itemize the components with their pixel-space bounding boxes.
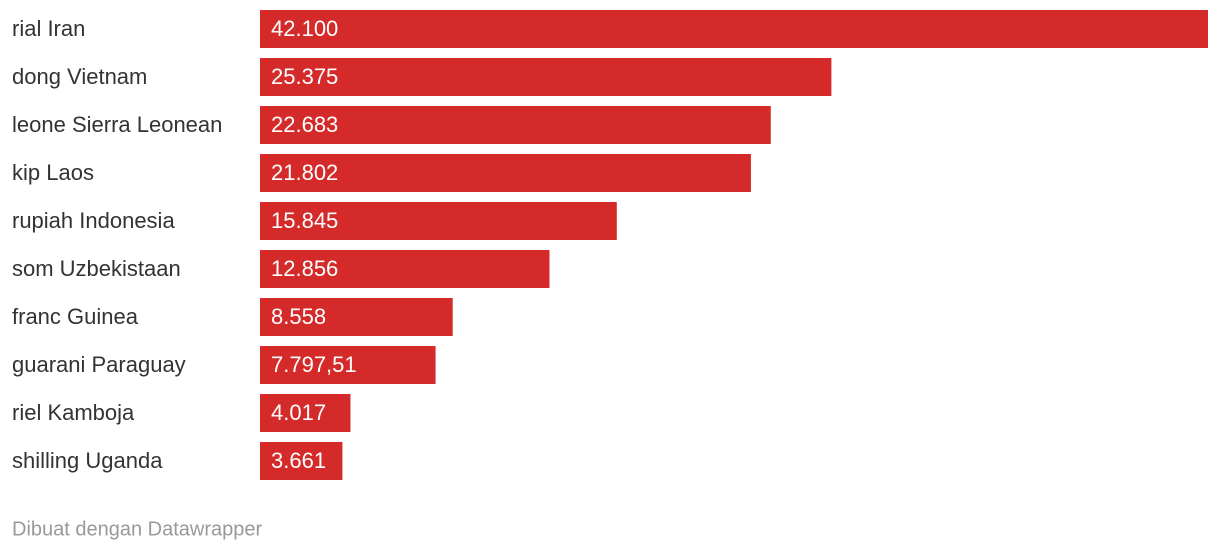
value-label: 42.100 bbox=[271, 16, 338, 41]
category-label: shilling Uganda bbox=[12, 448, 163, 473]
footer: Dibuat dengan Datawrapper bbox=[12, 518, 263, 540]
bar bbox=[260, 202, 617, 240]
value-label: 12.856 bbox=[271, 256, 338, 281]
bar bbox=[260, 250, 550, 288]
value-label: 21.802 bbox=[271, 160, 338, 185]
value-label: 8.558 bbox=[271, 304, 326, 329]
category-label: rial Iran bbox=[12, 16, 85, 41]
bar bbox=[260, 154, 751, 192]
bar bbox=[260, 58, 832, 96]
category-label: rupiah Indonesia bbox=[12, 208, 175, 233]
bar bbox=[260, 442, 343, 480]
value-label: 7.797,51 bbox=[271, 352, 357, 377]
bar bbox=[260, 106, 771, 144]
category-label: riel Kamboja bbox=[12, 400, 135, 425]
value-label: 15.845 bbox=[271, 208, 338, 233]
bar bbox=[260, 346, 436, 384]
category-label: dong Vietnam bbox=[12, 64, 147, 89]
category-label: leone Sierra Leonean bbox=[12, 112, 222, 137]
value-label: 3.661 bbox=[271, 448, 326, 473]
category-label: franc Guinea bbox=[12, 304, 139, 329]
value-label: 25.375 bbox=[271, 64, 338, 89]
category-label: guarani Paraguay bbox=[12, 352, 186, 377]
bar bbox=[260, 298, 453, 336]
value-label: 22.683 bbox=[271, 112, 338, 137]
bar bbox=[260, 10, 1208, 48]
category-label: kip Laos bbox=[12, 160, 94, 185]
value-label: 4.017 bbox=[271, 400, 326, 425]
category-label: som Uzbekistaan bbox=[12, 256, 181, 281]
bar bbox=[260, 394, 351, 432]
